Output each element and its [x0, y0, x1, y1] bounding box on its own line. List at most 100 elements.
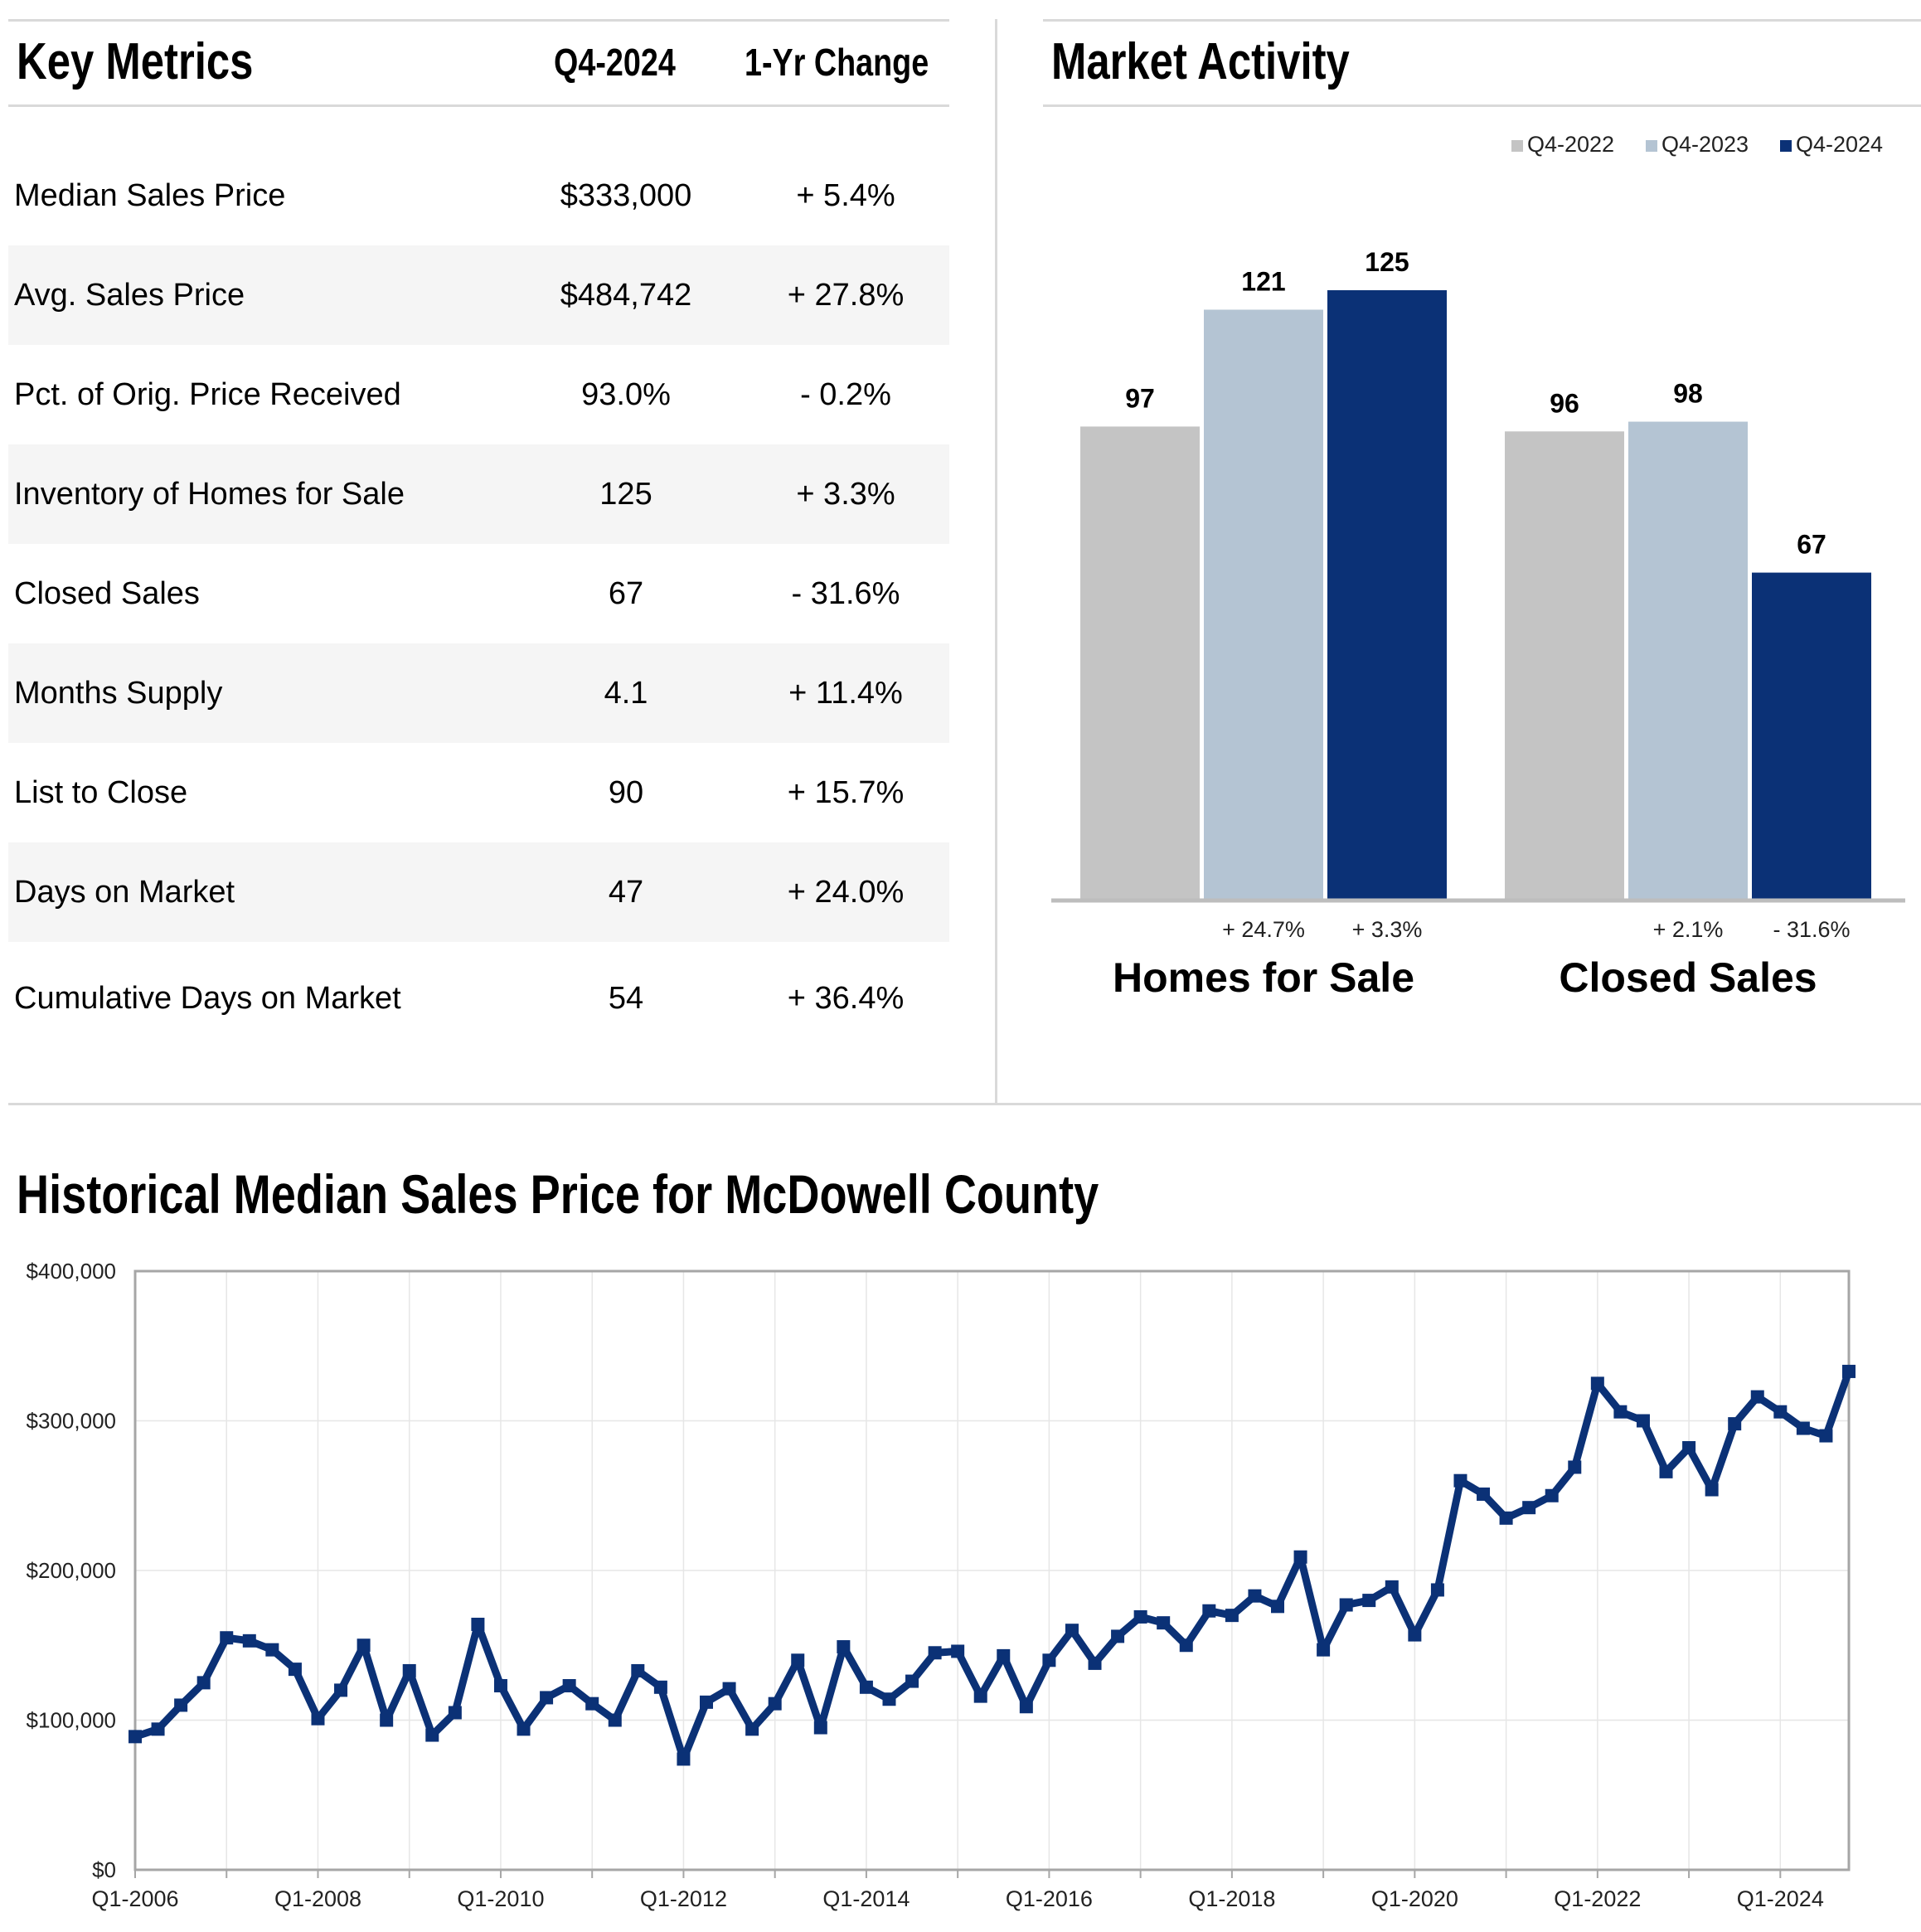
- metric-change: - 0.2%: [800, 377, 891, 412]
- metric-label: Cumulative Days on Market: [14, 981, 401, 1016]
- key-metrics-title: Key Metrics: [17, 33, 254, 90]
- data-point: [311, 1711, 325, 1726]
- bar-change-label: - 31.6%: [1773, 917, 1850, 942]
- bar-value-label: 98: [1673, 379, 1703, 409]
- chart-legend: Q4-2022 Q4-2023 Q4-2024: [1511, 132, 1883, 157]
- data-point: [859, 1680, 873, 1694]
- data-point: [700, 1695, 713, 1709]
- table-row: Closed Sales 67 - 31.6%: [8, 544, 949, 643]
- metric-value: 90: [608, 775, 644, 810]
- metric-value: 47: [608, 875, 644, 910]
- legend-item: Q4-2023: [1646, 132, 1749, 157]
- data-point: [1499, 1511, 1513, 1525]
- data-point: [1750, 1390, 1764, 1404]
- data-point: [1362, 1594, 1376, 1608]
- data-point: [1293, 1550, 1307, 1564]
- y-tick-label: $300,000: [27, 1409, 116, 1434]
- bar-value-label: 67: [1797, 530, 1826, 560]
- chart-axes: $0 $100,000 $200,000 $300,000 $400,000 Q1-200…: [27, 1259, 1851, 1911]
- data-point: [1133, 1609, 1147, 1624]
- plot-frame: [133, 1269, 1851, 1871]
- panel-divider: [995, 19, 997, 1105]
- metric-change: + 3.3%: [796, 477, 895, 512]
- data-point: [928, 1646, 942, 1660]
- data-point: [562, 1678, 576, 1692]
- data-point: [380, 1713, 394, 1727]
- legend-swatch: [1511, 140, 1523, 152]
- metric-value: 93.0%: [581, 377, 671, 412]
- metric-value: 67: [608, 576, 644, 611]
- metric-value: $484,742: [560, 278, 692, 313]
- bar-change-label: + 3.3%: [1352, 917, 1423, 942]
- bar-change-label: + 24.7%: [1222, 917, 1305, 942]
- bar-value-label: 97: [1125, 383, 1155, 413]
- data-point: [1019, 1700, 1033, 1714]
- key-metrics-change-header: 1-Yr Change: [745, 41, 929, 84]
- data-point: [425, 1728, 439, 1742]
- metric-label: Months Supply: [14, 676, 223, 711]
- market-activity-top-rule: [1043, 19, 1921, 22]
- data-point: [1453, 1473, 1467, 1488]
- data-point: [722, 1682, 736, 1696]
- market-activity-title: Market Activity: [1051, 33, 1350, 90]
- data-point: [768, 1697, 782, 1711]
- metric-label: Avg. Sales Price: [14, 278, 245, 313]
- table-row: Cumulative Days on Market 54 + 36.4%: [8, 949, 949, 1048]
- data-point: [813, 1721, 827, 1735]
- table-row: Pct. of Orig. Price Received 93.0% - 0.2…: [8, 345, 949, 444]
- data-point: [1271, 1599, 1284, 1614]
- bar-marks: [1080, 290, 1871, 899]
- data-point: [1477, 1487, 1491, 1501]
- data-point: [288, 1663, 302, 1677]
- category-label: Homes for Sale: [1113, 954, 1414, 1001]
- metric-change: + 24.0%: [787, 875, 905, 910]
- data-point: [1248, 1589, 1262, 1603]
- table-row: Months Supply 4.1 + 11.4%: [8, 643, 949, 743]
- metric-change: + 36.4%: [787, 981, 905, 1016]
- metric-change: - 31.6%: [791, 576, 900, 611]
- data-point: [402, 1663, 416, 1677]
- section-divider: [8, 1103, 1921, 1105]
- data-point: [1728, 1417, 1742, 1431]
- y-tick-label: $100,000: [27, 1708, 116, 1733]
- data-point: [1408, 1628, 1422, 1642]
- bar: [1752, 572, 1871, 899]
- table-row: Median Sales Price $333,000 + 5.4%: [8, 146, 949, 245]
- legend-label: Q4-2022: [1527, 132, 1614, 157]
- data-point: [997, 1648, 1011, 1663]
- metric-change: + 5.4%: [796, 178, 895, 213]
- data-point: [1613, 1405, 1628, 1419]
- data-point: [1111, 1629, 1125, 1643]
- data-point: [357, 1638, 371, 1653]
- legend-item: Q4-2022: [1511, 132, 1614, 157]
- metric-value: 4.1: [604, 676, 648, 711]
- data-point: [448, 1706, 462, 1720]
- table-row: List to Close 90 + 15.7%: [8, 743, 949, 842]
- data-point: [1385, 1580, 1399, 1594]
- metric-value: 125: [599, 477, 652, 512]
- metric-value: $333,000: [560, 178, 692, 213]
- data-point: [973, 1689, 987, 1703]
- data-point: [220, 1631, 234, 1645]
- data-point: [1568, 1460, 1582, 1474]
- price-series: [129, 1364, 1856, 1766]
- chart-gridlines: [134, 1270, 1849, 1870]
- data-point: [129, 1730, 142, 1744]
- data-point: [1819, 1429, 1833, 1443]
- price-line: [133, 1370, 1853, 1763]
- data-point: [1225, 1609, 1239, 1623]
- data-point: [745, 1722, 759, 1736]
- data-point: [151, 1722, 165, 1736]
- data-point: [493, 1678, 507, 1692]
- data-point: [242, 1633, 256, 1648]
- metric-label: Closed Sales: [14, 576, 200, 611]
- metric-label: Median Sales Price: [14, 178, 286, 213]
- data-point: [1636, 1414, 1650, 1428]
- data-point: [837, 1640, 851, 1654]
- data-point: [1179, 1638, 1193, 1653]
- x-tick-label: Q1-2008: [274, 1886, 361, 1911]
- y-tick-label: $200,000: [27, 1558, 116, 1583]
- x-tick-label: Q1-2012: [640, 1886, 727, 1911]
- data-point: [1773, 1405, 1788, 1419]
- data-point: [677, 1752, 691, 1766]
